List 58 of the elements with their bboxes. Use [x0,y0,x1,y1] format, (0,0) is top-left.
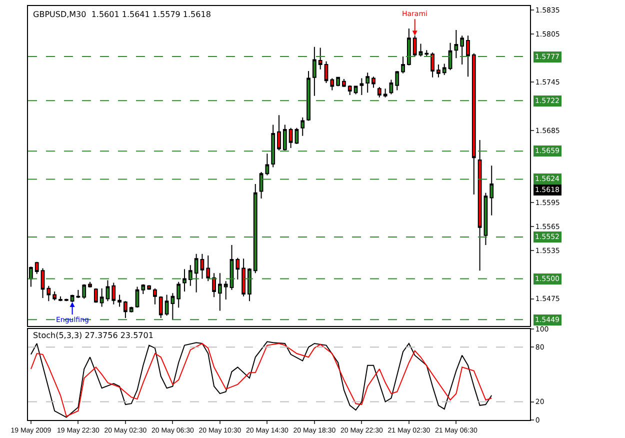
candlestick [218,272,222,312]
candlestick [478,139,482,272]
candlestick [88,281,92,288]
candlestick [466,35,470,78]
candlestick [383,88,388,98]
candlestick [212,272,216,298]
candlestick [158,296,163,318]
candlestick [277,114,281,151]
candlestick [129,306,134,313]
candlestick [147,284,152,290]
candlestick [354,86,358,95]
candlestick [141,284,146,294]
candlestick [324,60,328,84]
candlestick [224,280,228,300]
candlestick [206,254,210,282]
candlestick [372,76,376,88]
candlestick [176,281,181,308]
candlestick [52,291,57,301]
candlestick [454,30,458,59]
candlestick [342,78,346,88]
candlestick [401,56,405,74]
candlestick [436,64,440,78]
candlestick [76,289,80,298]
candlestick [472,52,476,195]
candlestick [164,294,169,316]
candlestick [336,76,340,87]
candlestick [300,116,305,136]
candlestick [236,257,240,280]
candlestick [135,286,140,308]
candlestick [288,127,293,148]
candlestick [265,153,270,176]
candlestick [418,43,423,58]
candlestick [330,78,334,91]
candlestick [348,84,352,96]
candlestick [112,282,116,305]
candlestick [82,284,86,300]
candlestick [377,86,382,98]
candlestick [318,47,322,70]
candlestick [430,52,434,78]
candlestick [442,63,446,76]
candlestick [360,78,364,96]
candlestick [94,288,98,304]
chart-title: Stoch(5,3,3) 27.3756 23.5701 [33,331,154,340]
candlestick [366,72,370,94]
candlestick [58,296,62,302]
candlestick [100,288,104,308]
candlestick [34,261,39,274]
candlestick [490,165,494,216]
candlestick [395,70,400,91]
candlestick [118,294,122,308]
candlestick [200,253,204,280]
candlestick [389,79,394,95]
candlestick [242,258,246,297]
candlestick [153,288,157,305]
candlestick [40,268,45,298]
candlestick [124,300,128,318]
text: GBPUSD,M30 1.5601 1.5641 1.5579 1.5618 [33,10,211,19]
candlestick [46,285,51,302]
